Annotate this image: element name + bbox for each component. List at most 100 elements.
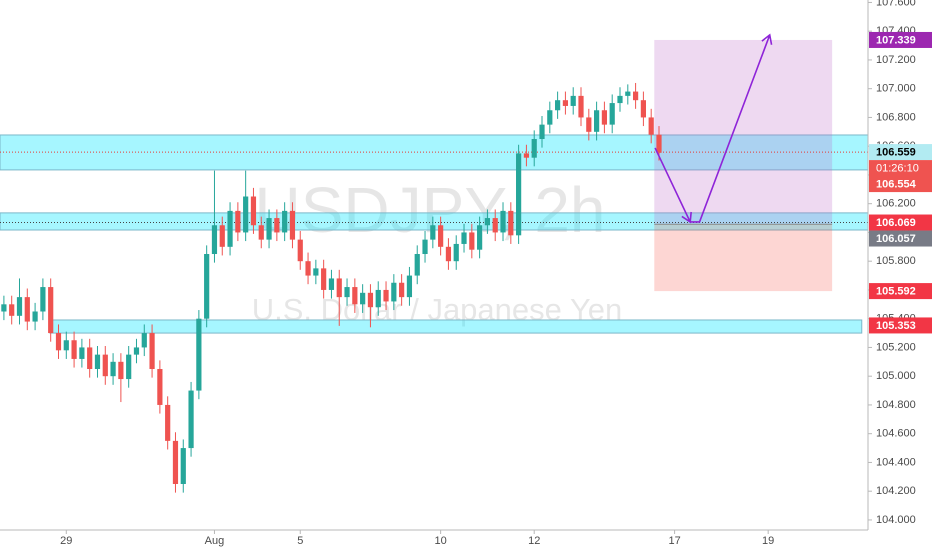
candle-body	[399, 282, 405, 298]
y-tick-label: 107.600	[876, 0, 916, 8]
price-badge-label: 107.339	[876, 34, 916, 46]
candle-body	[539, 124, 545, 140]
candle-body	[632, 91, 639, 101]
watermark-title: USDJPY, 2h	[255, 174, 606, 246]
candle-body	[367, 292, 374, 308]
arrow-head	[761, 33, 773, 45]
candle-body	[531, 139, 537, 158]
candle-body	[188, 390, 194, 449]
candle-body	[63, 340, 69, 351]
candle-body	[406, 275, 413, 298]
candle-body	[227, 210, 233, 247]
candle-body	[196, 318, 202, 391]
candle-body	[352, 287, 358, 305]
candle-body	[508, 210, 514, 236]
candle-body	[48, 287, 54, 334]
candle-body	[570, 95, 576, 106]
candle-body	[328, 278, 335, 290]
y-tick-label: 106.200	[876, 198, 916, 210]
candle-body	[9, 304, 15, 316]
candle-body	[617, 95, 623, 104]
y-tick-label: 104.000	[876, 514, 916, 526]
candle-body	[586, 117, 592, 132]
price-axis	[869, 0, 932, 550]
candle-body	[578, 95, 584, 118]
y-tick-label: 105.200	[876, 341, 916, 353]
candle-body	[219, 225, 225, 247]
candle-body	[274, 218, 280, 233]
candle-body	[562, 100, 569, 106]
support-zone	[49, 319, 863, 334]
candle-body	[336, 278, 342, 298]
price-badge	[869, 317, 932, 334]
candle-body	[625, 91, 631, 96]
x-tick-label: 29	[60, 535, 72, 547]
candle-body	[391, 282, 397, 302]
candle-body	[87, 347, 93, 370]
current-price-badge	[869, 160, 932, 193]
candle-body	[375, 289, 381, 308]
candle-body	[110, 361, 116, 377]
candle-body	[547, 110, 553, 125]
y-tick-label: 106.800	[876, 111, 916, 123]
x-tick-label: 12	[528, 535, 540, 547]
candle-body	[16, 297, 23, 316]
candle-body	[438, 225, 444, 247]
candle-body	[282, 210, 288, 233]
candle-body	[204, 254, 210, 319]
candle-body	[360, 292, 366, 305]
candle-body	[165, 404, 171, 441]
position-profit	[654, 39, 833, 225]
candle-body	[383, 289, 389, 302]
position-loss	[654, 224, 833, 292]
candle-body	[266, 218, 272, 240]
candle-body	[477, 225, 483, 250]
candle-body	[492, 218, 498, 233]
candle-body	[118, 361, 124, 380]
candle-body	[656, 134, 662, 153]
time-axis	[0, 531, 868, 550]
x-tick-label: Aug	[205, 535, 225, 547]
candle-body	[523, 153, 530, 158]
candle-body	[149, 333, 155, 370]
candle-body	[594, 110, 600, 132]
candle-body	[250, 196, 257, 226]
candle-body	[141, 333, 147, 348]
current-price-label: 106.554	[876, 178, 917, 190]
candle-body	[289, 210, 296, 240]
price-badge	[869, 31, 932, 48]
candle-body	[40, 287, 46, 312]
candle-body	[94, 354, 101, 370]
price-badge	[869, 144, 932, 161]
candle-body	[258, 225, 264, 240]
candle-body	[1, 304, 7, 312]
candle-body	[469, 232, 475, 250]
candle-body	[243, 196, 249, 233]
y-tick-label: 104.400	[876, 456, 916, 468]
candle-body	[172, 440, 179, 485]
candle-body	[133, 347, 140, 355]
candle-body	[32, 311, 38, 322]
candle-body	[321, 268, 327, 290]
y-tick-label: 104.800	[876, 399, 916, 411]
candle-body	[102, 354, 108, 377]
y-tick-label: 107.200	[876, 54, 916, 66]
y-tick-label: 105.000	[876, 370, 916, 382]
candle-body	[453, 243, 459, 262]
candle-body	[79, 347, 85, 359]
candle-body	[430, 225, 436, 240]
candle-body	[180, 448, 186, 485]
price-badge	[869, 230, 932, 247]
x-tick-label: 19	[762, 535, 774, 547]
watermark-subtitle: U.S. Dollar / Japanese Yen	[252, 292, 623, 327]
candle-body	[126, 354, 132, 380]
candle-body	[445, 246, 452, 262]
candle-body	[297, 239, 303, 262]
y-tick-label: 104.200	[876, 485, 916, 497]
candle-body	[157, 369, 163, 405]
price-badge-label: 105.353	[876, 320, 916, 332]
candle-body	[414, 254, 420, 276]
candle-body	[422, 239, 428, 255]
